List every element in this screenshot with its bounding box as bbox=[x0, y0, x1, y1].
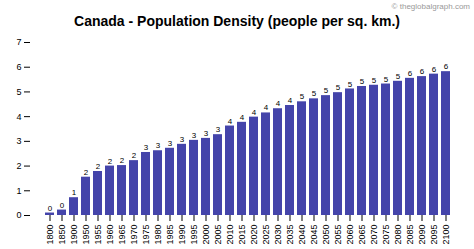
svg-text:4: 4 bbox=[252, 108, 257, 117]
svg-text:2065: 2065 bbox=[357, 225, 367, 245]
svg-text:2085: 2085 bbox=[405, 225, 415, 245]
svg-text:1960: 1960 bbox=[105, 225, 115, 245]
svg-text:5: 5 bbox=[336, 83, 341, 92]
svg-text:0: 0 bbox=[48, 204, 53, 213]
svg-text:1: 1 bbox=[16, 186, 21, 196]
svg-text:3: 3 bbox=[168, 139, 173, 148]
svg-text:2000: 2000 bbox=[201, 225, 211, 245]
svg-text:2030: 2030 bbox=[273, 225, 283, 245]
svg-text:2005: 2005 bbox=[213, 225, 223, 245]
svg-text:1985: 1985 bbox=[165, 225, 175, 245]
svg-text:7: 7 bbox=[16, 37, 21, 47]
svg-text:2: 2 bbox=[96, 162, 101, 171]
svg-text:3: 3 bbox=[156, 141, 161, 150]
svg-text:2100: 2100 bbox=[441, 225, 451, 245]
svg-text:6: 6 bbox=[408, 69, 413, 78]
svg-text:3: 3 bbox=[192, 131, 197, 140]
svg-text:1975: 1975 bbox=[141, 225, 151, 245]
svg-text:2090: 2090 bbox=[417, 225, 427, 245]
svg-text:5: 5 bbox=[16, 87, 21, 97]
svg-text:1990: 1990 bbox=[177, 225, 187, 245]
svg-text:2025: 2025 bbox=[261, 225, 271, 245]
svg-text:2060: 2060 bbox=[345, 225, 355, 245]
svg-text:2050: 2050 bbox=[321, 225, 331, 245]
svg-text:5: 5 bbox=[324, 86, 329, 95]
svg-text:1980: 1980 bbox=[153, 225, 163, 245]
svg-text:0: 0 bbox=[16, 210, 21, 220]
svg-text:4: 4 bbox=[16, 112, 21, 122]
svg-text:2: 2 bbox=[132, 151, 137, 160]
svg-text:6: 6 bbox=[16, 62, 21, 72]
svg-text:3: 3 bbox=[180, 135, 185, 144]
svg-text:6: 6 bbox=[432, 65, 437, 74]
svg-text:2070: 2070 bbox=[369, 225, 379, 245]
svg-text:2015: 2015 bbox=[237, 225, 247, 245]
svg-text:2035: 2035 bbox=[285, 225, 295, 245]
svg-text:2010: 2010 bbox=[225, 225, 235, 245]
svg-text:3: 3 bbox=[16, 136, 21, 146]
svg-text:4: 4 bbox=[240, 113, 245, 122]
svg-text:3: 3 bbox=[216, 125, 221, 134]
svg-text:5: 5 bbox=[300, 92, 305, 101]
svg-text:1800: 1800 bbox=[45, 225, 55, 245]
svg-text:5: 5 bbox=[360, 77, 365, 86]
svg-text:6: 6 bbox=[444, 62, 449, 71]
svg-text:3: 3 bbox=[144, 143, 149, 152]
svg-text:2095: 2095 bbox=[429, 225, 439, 245]
svg-text:1900: 1900 bbox=[69, 225, 79, 245]
svg-text:4: 4 bbox=[288, 96, 293, 105]
svg-text:5: 5 bbox=[372, 76, 377, 85]
svg-text:2080: 2080 bbox=[393, 225, 403, 245]
svg-text:1955: 1955 bbox=[93, 225, 103, 245]
svg-text:2020: 2020 bbox=[249, 225, 259, 245]
svg-text:2: 2 bbox=[120, 156, 125, 165]
svg-text:4: 4 bbox=[276, 99, 281, 108]
svg-text:2040: 2040 bbox=[297, 225, 307, 245]
svg-text:5: 5 bbox=[312, 89, 317, 98]
svg-text:4: 4 bbox=[264, 103, 269, 112]
svg-text:2: 2 bbox=[108, 157, 113, 166]
svg-text:2: 2 bbox=[84, 168, 89, 177]
svg-text:1950: 1950 bbox=[81, 225, 91, 245]
svg-text:2075: 2075 bbox=[381, 225, 391, 245]
svg-text:1970: 1970 bbox=[129, 225, 139, 245]
svg-text:5: 5 bbox=[348, 80, 353, 89]
svg-text:2045: 2045 bbox=[309, 225, 319, 245]
svg-text:2: 2 bbox=[16, 161, 21, 171]
html-text:Canada - Population Density (p: Canada - Population Density (people per … bbox=[74, 13, 400, 29]
svg-text:5: 5 bbox=[396, 72, 401, 81]
svg-text:1850: 1850 bbox=[57, 225, 67, 245]
svg-text:1: 1 bbox=[72, 188, 77, 197]
svg-text:5: 5 bbox=[384, 75, 389, 84]
html-text:© theglobalgraph.com: © theglobalgraph.com bbox=[391, 2, 470, 11]
svg-text:3: 3 bbox=[204, 129, 209, 138]
svg-text:1995: 1995 bbox=[189, 225, 199, 245]
svg-text:1965: 1965 bbox=[117, 225, 127, 245]
svg-text:0: 0 bbox=[60, 201, 65, 210]
svg-text:6: 6 bbox=[420, 67, 425, 76]
svg-text:2055: 2055 bbox=[333, 225, 343, 245]
svg-text:4: 4 bbox=[228, 117, 233, 126]
